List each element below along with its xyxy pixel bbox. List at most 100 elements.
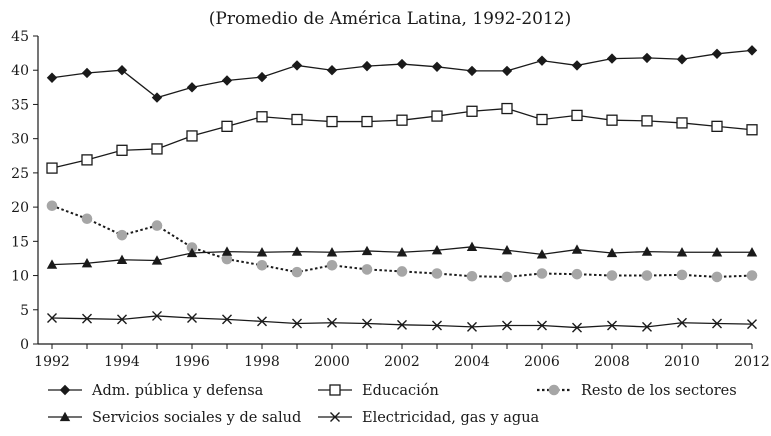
data-point — [81, 258, 93, 268]
data-point — [151, 255, 163, 265]
data-point — [466, 241, 478, 251]
series-2 — [46, 200, 758, 283]
data-point — [151, 143, 163, 155]
data-point — [46, 200, 58, 212]
data-point — [466, 270, 478, 282]
data-point — [571, 244, 583, 254]
data-point — [747, 319, 757, 330]
data-point — [536, 113, 548, 126]
data-point — [361, 60, 373, 72]
legend-label: Servicios sociales y de salud — [92, 410, 301, 426]
legend-marker — [59, 384, 71, 396]
data-point — [256, 247, 268, 257]
data-point — [116, 229, 128, 241]
data-point — [186, 247, 198, 258]
data-point — [606, 53, 618, 64]
x-tick-label: 2008 — [594, 354, 630, 370]
data-point — [466, 105, 478, 117]
x-tick-label: 2000 — [314, 354, 350, 370]
data-point — [221, 253, 233, 265]
data-point — [396, 58, 408, 70]
data-point — [466, 65, 478, 77]
y-axis: 0 5 10 15 20 25 30 35 40 45 — [11, 29, 39, 353]
data-point — [711, 120, 723, 132]
data-point — [291, 266, 303, 278]
data-point — [711, 271, 723, 283]
x-tick-label: 2004 — [454, 354, 490, 370]
data-point — [362, 318, 372, 329]
y-tick-label: 45 — [11, 29, 29, 45]
data-point — [676, 247, 688, 257]
x-tick-label: 2012 — [734, 354, 770, 370]
data-point — [221, 246, 233, 256]
data-point — [151, 220, 163, 231]
data-point — [116, 65, 128, 76]
series-line — [51, 204, 753, 278]
data-point — [396, 247, 408, 257]
data-point — [327, 317, 337, 328]
series-4 — [47, 310, 757, 333]
legend-label: Electricidad, gas y agua — [362, 410, 540, 426]
series-1 — [46, 102, 758, 174]
data-point — [431, 268, 443, 279]
data-point — [501, 245, 513, 255]
y-tick-label: 25 — [11, 166, 29, 182]
data-point — [361, 245, 373, 256]
legend-item-4: Electricidad, gas y agua — [318, 410, 540, 426]
data-point — [501, 65, 513, 77]
data-point — [711, 247, 723, 257]
data-point — [431, 61, 443, 72]
data-point — [431, 245, 443, 255]
data-point — [186, 242, 198, 253]
chart-title: (Promedio de América Latina, 1992-2012) — [209, 9, 572, 29]
data-point — [326, 259, 338, 271]
data-point — [256, 71, 268, 83]
data-point — [641, 115, 653, 127]
data-point — [291, 60, 303, 71]
x-tick-label: 1998 — [244, 354, 280, 370]
legend-label: Resto de los sectores — [581, 383, 737, 399]
data-point — [641, 52, 653, 64]
data-point — [46, 259, 58, 269]
data-point — [677, 317, 687, 328]
series-line — [51, 315, 753, 329]
data-point — [676, 117, 688, 129]
data-point — [221, 75, 233, 86]
data-point — [502, 320, 512, 331]
x-axis: 1992 1994 1996 1998 2000 2002 2004 2006 2008 2010… — [34, 343, 770, 370]
data-point — [432, 320, 442, 331]
data-point — [571, 268, 583, 280]
data-point — [116, 144, 128, 156]
data-point — [326, 247, 338, 257]
legend-marker — [329, 384, 341, 396]
data-point — [711, 48, 723, 59]
data-point — [326, 65, 338, 76]
x-tick-label: 2006 — [524, 354, 560, 370]
data-point — [257, 316, 267, 327]
x-tick-label: 2010 — [664, 354, 700, 370]
y-tick-label: 20 — [11, 200, 29, 216]
legend-marker — [330, 412, 340, 422]
y-tick-label: 10 — [11, 269, 29, 285]
data-point — [46, 72, 58, 83]
data-point — [397, 319, 407, 330]
legend-item-2: Resto de los sectores — [537, 383, 737, 399]
data-point — [292, 318, 302, 329]
data-point — [642, 321, 652, 332]
data-point — [187, 312, 197, 323]
y-tick-label: 5 — [20, 303, 29, 319]
x-tick-label: 1996 — [174, 354, 210, 370]
legend-marker — [59, 411, 71, 422]
data-point — [536, 55, 548, 66]
legend-marker — [548, 384, 560, 396]
data-point — [501, 271, 513, 283]
data-point — [467, 321, 477, 332]
data-point — [746, 247, 758, 257]
y-tick-label: 40 — [11, 63, 29, 79]
data-point — [291, 246, 303, 256]
y-tick-label: 0 — [20, 337, 29, 353]
y-tick-label: 30 — [11, 132, 29, 148]
data-point — [606, 270, 618, 281]
data-point — [361, 264, 373, 275]
data-point — [291, 113, 303, 126]
